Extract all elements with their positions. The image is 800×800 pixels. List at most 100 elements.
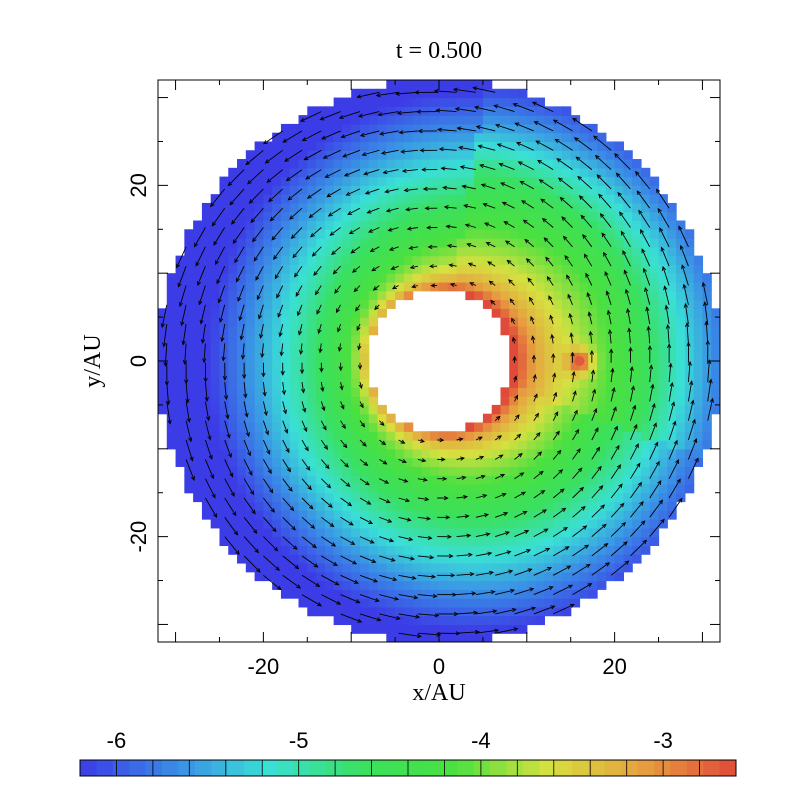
velocity-arrow [417,497,429,501]
density-cell [272,378,282,388]
density-cell [482,440,493,450]
density-cell [500,281,510,292]
density-cell [175,387,185,397]
velocity-arrow-head [384,189,390,194]
density-cell [676,290,686,301]
velocity-arrow [373,285,380,291]
density-cell [245,492,256,503]
density-cell [245,475,256,485]
density-cell [474,536,484,547]
velocity-arrow-head [166,400,171,406]
density-cell [456,501,466,511]
density-cell [597,299,607,309]
velocity-arrow-head [529,296,534,302]
velocity-arrow [383,169,399,174]
velocity-arrow-head [659,227,664,233]
velocity-arrow-head [543,237,549,242]
velocity-arrow [263,536,278,552]
density-cell [263,501,273,511]
density-cell [553,396,563,406]
density-cell [588,448,598,459]
density-cell [377,404,387,415]
density-cell [570,123,581,134]
velocity-arrow [649,384,654,402]
density-cell [474,132,484,143]
density-cell [447,141,458,151]
velocity-arrow-head [195,261,200,267]
density-cell [474,211,484,222]
density-cell [526,483,537,494]
density-cell [333,176,344,186]
density-cell [474,159,484,169]
density-cell [649,396,660,406]
density-cell [588,510,598,520]
density-cell [535,545,545,555]
density-cell [245,396,256,406]
density-cell [474,448,484,459]
velocity-arrow-head [656,188,661,194]
velocity-arrow-head [254,548,260,554]
density-cell [386,273,396,283]
density-cell [491,238,502,248]
density-cell [395,290,405,301]
density-cell [509,466,519,476]
velocity-arrow-head [652,422,657,428]
density-cell [412,141,423,151]
colorbar-segment [522,760,540,776]
velocity-arrow-head [381,440,387,446]
colorbar-segment [686,760,704,776]
velocity-arrow [203,343,206,363]
density-cell [667,369,677,380]
velocity-arrow-head [590,369,596,375]
velocity-arrow-head [587,311,592,317]
density-cell [614,422,625,432]
density-cell [623,562,633,573]
density-cell [193,404,203,415]
density-cell [667,431,677,441]
density-cell [509,378,519,388]
density-cell [386,431,396,441]
velocity-arrow [262,439,271,455]
density-cell [307,510,317,520]
density-cell [201,299,212,309]
velocity-arrow-head [186,417,191,423]
density-cell [289,440,300,450]
density-cell [316,369,326,380]
velocity-arrow-head [375,92,381,98]
velocity-arrow [255,265,264,281]
velocity-arrow-head [392,577,398,582]
density-cell [403,589,414,599]
density-cell [447,457,458,467]
density-cell [535,413,545,424]
density-cell [667,501,677,511]
density-cell [579,475,589,485]
velocity-arrow [649,365,652,383]
velocity-arrow [610,483,623,499]
density-cell [579,167,589,178]
density-cell [465,255,475,266]
velocity-arrow [298,323,303,335]
density-cell [561,475,572,485]
density-cell [623,317,633,327]
density-cell [368,571,379,582]
velocity-arrow-head [609,348,614,354]
velocity-arrow-head [355,599,361,604]
density-cell [210,361,221,371]
velocity-arrow-head [273,546,279,552]
velocity-arrow-head [503,512,509,517]
density-cell [518,536,528,547]
velocity-arrow-head [443,495,449,501]
density-cell [228,334,238,345]
density-cell [316,562,326,573]
density-cell [693,448,704,459]
density-cell [676,229,686,239]
density-cell [254,308,264,318]
density-cell [377,527,387,538]
density-cell [272,361,282,371]
velocity-arrow-head [299,369,305,375]
velocity-arrow-head [509,298,515,304]
density-cell [245,343,256,353]
velocity-arrow-head [264,430,269,436]
density-cell [272,132,282,143]
density-cell [509,492,519,503]
